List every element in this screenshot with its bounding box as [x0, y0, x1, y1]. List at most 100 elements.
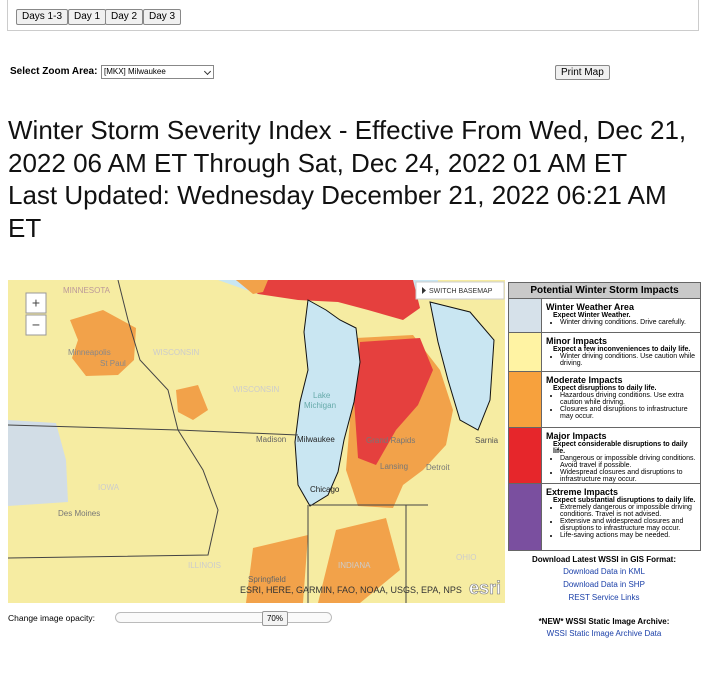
legend-rows: Winter Weather Area Expect Winter Weather… — [509, 299, 700, 550]
legend-detail: Life-saving actions may be needed. — [560, 532, 697, 539]
archive-link-row: WSSI Static Image Archive Data — [508, 629, 700, 638]
map-label: OHIO — [456, 553, 476, 562]
tab-panel — [7, 0, 699, 31]
state-line — [117, 280, 179, 431]
legend-name: Minor Impacts — [546, 336, 608, 346]
archive-title: *NEW* WSSI Static Image Archive: — [508, 617, 700, 626]
legend-detail: Dangerous or impossible driving conditio… — [560, 455, 697, 469]
tab-button[interactable]: Days 1-3 — [16, 9, 69, 25]
legend-details: Extremely dangerous or impossible drivin… — [546, 504, 697, 539]
download-link[interactable]: Download Data in SHP — [563, 580, 645, 589]
downloads-heading: Download Latest WSSI in GIS Format: — [531, 555, 676, 564]
map-label: Chicago — [310, 485, 340, 494]
legend-detail: Winter driving conditions. Use caution w… — [560, 353, 697, 367]
legend-title: Potential Winter Storm Impacts — [509, 283, 700, 299]
legend-text: Extreme Impacts Expect substantial disrup… — [542, 484, 700, 550]
map-labels: MINNESOTA Minneapolis St Paul WISCONSIN WISC… — [58, 286, 499, 584]
map-label: Springfield — [248, 575, 286, 584]
legend-text: Winter Weather Area Expect Winter Weather… — [542, 299, 689, 332]
legend-detail: Winter driving conditions. Drive careful… — [560, 319, 686, 326]
legend-summary: Expect Winter Weather. — [553, 312, 631, 319]
opacity-value[interactable]: 70% — [262, 611, 288, 626]
map-label: INDIANA — [338, 561, 371, 570]
map-label: IOWA — [98, 483, 120, 492]
map-label: Michigan — [304, 401, 336, 410]
attribution: ESRI, HERE, GARMIN, FAO, NOAA, USGS, EPA… — [240, 585, 462, 595]
tab-button[interactable]: Day 1 — [68, 9, 107, 25]
map-label: WISCONSIN — [233, 385, 279, 394]
opacity-label: Change image opacity: — [8, 613, 95, 623]
legend-row: Major Impacts Expect considerable disrupt… — [509, 428, 700, 484]
map-label: MINNESOTA — [63, 286, 111, 295]
legend-swatch — [509, 372, 542, 427]
map-label: Lansing — [380, 462, 408, 471]
legend-detail: Widespread closures and disruptions to i… — [560, 469, 697, 483]
zoom-select[interactable]: [MKX] Milwaukee — [101, 65, 214, 79]
state-lines — [8, 280, 428, 603]
print-button[interactable]: Print Map — [555, 65, 610, 80]
impact-moderate — [318, 518, 400, 603]
legend-row: Moderate Impacts Expect disruptions to da… — [509, 372, 700, 428]
legend-swatch — [509, 428, 542, 483]
legend-swatch — [509, 333, 542, 371]
impact-major — [236, 280, 420, 320]
updated: Last Updated: Wednesday December 21, 202… — [8, 180, 667, 243]
map-label: Milwaukee — [297, 435, 335, 444]
tab-button[interactable]: Day 3 — [143, 9, 182, 25]
zoom-out-box[interactable] — [25, 314, 47, 336]
legend-summary: Expect disruptions to daily life. — [553, 385, 657, 392]
map-label: WISCONSIN — [153, 348, 199, 357]
map[interactable]: + − SWITCH BASEMAP MINNESOTA Minneapolis S… — [8, 280, 505, 603]
legend: Potential Winter Storm Impacts Winter We… — [508, 282, 701, 551]
download-link[interactable]: REST Service Links — [568, 593, 640, 602]
basemap-box[interactable] — [415, 281, 505, 300]
legend-text: Moderate Impacts Expect disruptions to da… — [542, 372, 700, 427]
map-label: ILLINOIS — [188, 561, 221, 570]
lake-michigan — [294, 299, 361, 507]
basemap-arrow — [422, 287, 426, 294]
legend-detail: Extremely dangerous or impossible drivin… — [560, 504, 697, 518]
tab-button[interactable]: Day 2 — [105, 9, 144, 25]
legend-row: Extreme Impacts Expect substantial disrup… — [509, 484, 700, 550]
legend-detail: Hazardous driving conditions. Use extra … — [560, 392, 697, 406]
zoom-in-box[interactable] — [25, 292, 47, 314]
map-label: Des Moines — [58, 509, 100, 518]
legend-name: Winter Weather Area — [546, 302, 634, 312]
legend-text: Minor Impacts Expect a few inconveniences… — [542, 333, 700, 371]
map-label: Grand Rapids — [366, 436, 415, 445]
map-label: Lake — [313, 391, 331, 400]
opacity-slider[interactable] — [115, 612, 332, 623]
legend-name: Major Impacts — [546, 431, 607, 441]
esri-logo: esri — [469, 578, 501, 598]
legend-detail: Extensive and widespread closures and di… — [560, 518, 697, 532]
archive-link[interactable]: WSSI Static Image Archive Data — [546, 629, 662, 638]
zoom-label: Select Zoom Area: — [10, 66, 98, 77]
legend-row: Winter Weather Area Expect Winter Weather… — [509, 299, 700, 333]
legend-text: Major Impacts Expect considerable disrupt… — [542, 428, 700, 483]
legend-summary: Expect a few inconveniences to daily lif… — [553, 346, 691, 353]
download-link[interactable]: Download Data in KML — [563, 567, 645, 576]
basemap-button[interactable]: SWITCH BASEMAP — [429, 288, 493, 295]
impact-moderate — [70, 310, 136, 376]
download-row: Download Data in KML — [508, 567, 700, 576]
title: Winter Storm Severity Index - Effective … — [8, 115, 687, 178]
legend-summary: Expect substantial disruptions to daily … — [553, 497, 696, 504]
impact-moderate — [236, 280, 268, 294]
zoom-out[interactable]: − — [32, 317, 40, 333]
map-label: Minneapolis — [68, 348, 111, 357]
archive-heading: *NEW* WSSI Static Image Archive: — [538, 617, 670, 626]
legend-detail: Closures and disruptions to infrastructu… — [560, 406, 697, 420]
zoom-in[interactable]: + — [32, 295, 40, 311]
legend-name: Moderate Impacts — [546, 375, 623, 385]
state-line — [8, 429, 219, 559]
legend-swatch — [509, 484, 542, 550]
legend-details: Winter driving conditions. Drive careful… — [546, 319, 686, 326]
map-label: St Paul — [100, 359, 126, 368]
lake-huron — [429, 301, 495, 431]
map-label: Madison — [256, 435, 286, 444]
downloads-title: Download Latest WSSI in GIS Format: — [508, 555, 700, 564]
impact-moderate — [246, 535, 308, 603]
legend-swatch — [509, 299, 542, 332]
